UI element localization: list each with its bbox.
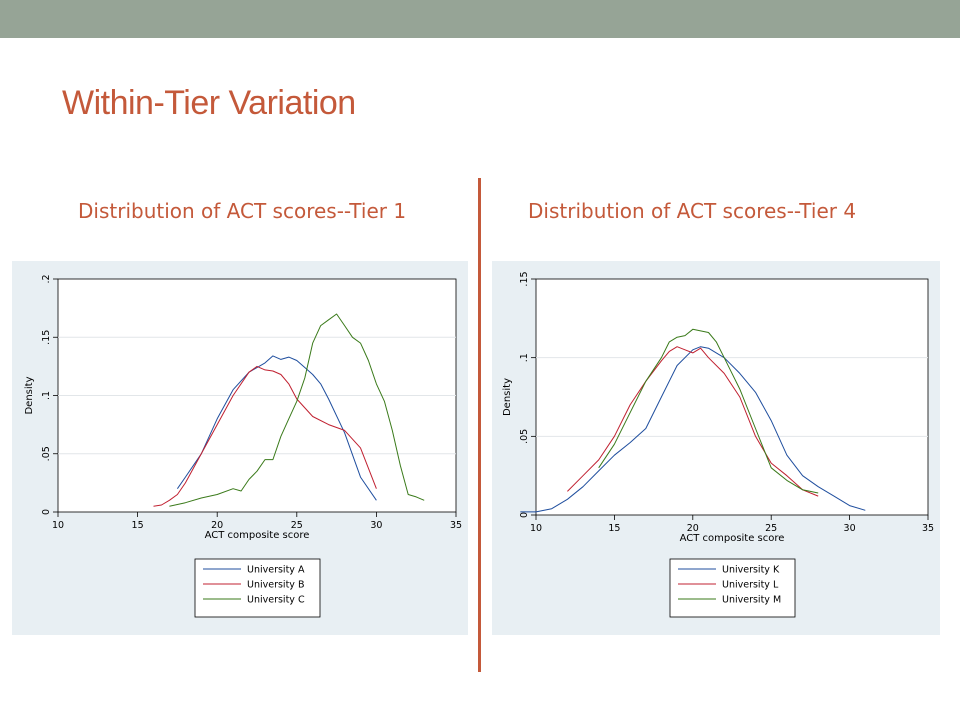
x-tick-label: 20 — [211, 520, 223, 531]
x-tick-label: 15 — [608, 523, 620, 534]
x-tick-label: 10 — [52, 520, 64, 531]
x-tick-label: 20 — [687, 523, 699, 534]
series-line — [567, 346, 819, 497]
x-tick-label: 15 — [132, 520, 144, 531]
x-axis-title: ACT composite score — [680, 533, 785, 544]
x-tick-label: 25 — [765, 523, 777, 534]
top-accent-bar — [0, 0, 960, 38]
right-chart-panel: 0 .05 .1 .15 10 15 20 25 30 35 ACT composite score… — [492, 261, 940, 635]
y-tick-label: 0 — [41, 509, 52, 515]
x-tick-label: 35 — [450, 520, 462, 531]
legend-label: University C — [247, 595, 305, 606]
y-tick-label: .15 — [519, 271, 530, 286]
x-tick-label: 10 — [530, 523, 542, 534]
x-tick-label: 30 — [844, 523, 856, 534]
left-chart-panel: 0 .05 .1 .15 .2 10 15 20 25 30 35 ACT composite sco… — [12, 261, 468, 635]
x-tick-label: 30 — [370, 520, 382, 531]
x-tick-label: 35 — [922, 523, 934, 534]
y-tick-label: .1 — [41, 391, 52, 400]
y-tick-label: .2 — [41, 274, 52, 283]
y-tick-label: .1 — [519, 353, 530, 362]
y-tick-label: .05 — [519, 429, 530, 444]
y-tick-label: .05 — [41, 446, 52, 461]
x-tick-label: 25 — [291, 520, 303, 531]
x-axis-title: ACT composite score — [205, 530, 310, 541]
legend-label: University L — [722, 580, 779, 591]
tier4-density-chart: 0 .05 .1 .15 10 15 20 25 30 35 ACT composite score… — [502, 271, 934, 618]
right-chart-subtitle: Distribution of ACT scores--Tier 4 — [528, 199, 857, 223]
tier1-density-chart: 0 .05 .1 .15 .2 10 15 20 25 30 35 ACT composite sco… — [24, 274, 462, 618]
legend-label: University M — [722, 595, 781, 606]
legend-label: University B — [247, 580, 304, 591]
slide-title: Within-Tier Variation — [62, 84, 356, 122]
vertical-divider — [478, 178, 481, 672]
y-tick-label: 0 — [519, 512, 530, 518]
series-line — [153, 365, 377, 507]
legend-label: University A — [247, 565, 305, 576]
plot-area — [535, 278, 929, 516]
series-line — [598, 328, 819, 494]
series-line — [169, 313, 425, 507]
y-axis-title: Density — [502, 378, 513, 416]
series-line — [176, 355, 377, 501]
legend-box — [194, 558, 321, 618]
y-tick-label: .15 — [41, 330, 52, 345]
left-chart-subtitle: Distribution of ACT scores--Tier 1 — [78, 199, 407, 223]
legend-label: University K — [722, 565, 780, 576]
series-line — [520, 346, 866, 513]
y-axis-title: Density — [24, 376, 35, 414]
